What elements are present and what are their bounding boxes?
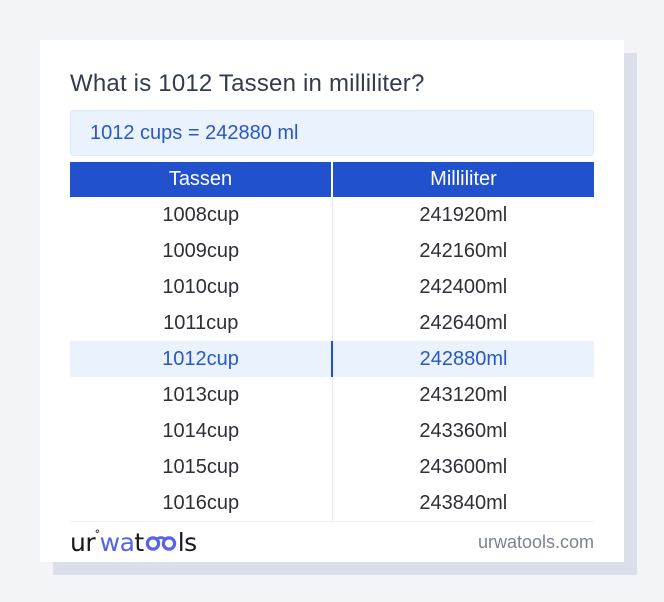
logo-text-wa: wa bbox=[99, 528, 135, 557]
answer-box: 1012 cups = 242880 ml bbox=[70, 110, 594, 156]
milliliter-cell: 242160ml bbox=[419, 239, 508, 262]
table-row: 1015cup 243600ml bbox=[70, 449, 594, 485]
logo-text-t: t bbox=[134, 528, 144, 557]
table-header-row: Tassen Milliliter bbox=[70, 162, 594, 197]
logo-text-ur: ur bbox=[70, 528, 96, 557]
tassen-cell: 1011cup bbox=[70, 305, 333, 341]
table-row: 1016cup 243840ml bbox=[70, 485, 594, 521]
milliliter-cell: 243120ml bbox=[419, 383, 508, 406]
degree-ring-icon: ˚ bbox=[94, 530, 101, 545]
milliliter-cell: 242640ml bbox=[419, 311, 508, 334]
logo-text-ls: ls bbox=[177, 528, 197, 557]
table-row: 1013cup 243120ml bbox=[70, 377, 594, 413]
tassen-cell: 1016cup bbox=[70, 485, 333, 521]
milliliter-cell: 243840ml bbox=[419, 491, 508, 514]
tassen-cell: 1010cup bbox=[70, 269, 333, 305]
milliliter-cell: 241920ml bbox=[419, 203, 508, 226]
conversion-card: What is 1012 Tassen in milliliter? 1012 … bbox=[40, 40, 624, 562]
table-row: 1012cup 242880ml bbox=[70, 341, 594, 377]
page-title: What is 1012 Tassen in milliliter? bbox=[70, 70, 425, 97]
table-row: 1011cup 242640ml bbox=[70, 305, 594, 341]
glasses-oo-icon bbox=[145, 536, 176, 551]
answer-text: 1012 cups = 242880 ml bbox=[90, 121, 299, 144]
column-header-tassen: Tassen bbox=[70, 162, 333, 197]
table-body: 1008cup 241920ml 1009cup 242160ml 1010cup 242… bbox=[70, 197, 594, 522]
tassen-cell: 1013cup bbox=[70, 377, 333, 413]
milliliter-cell: 242880ml bbox=[419, 347, 508, 370]
table-row: 1008cup 241920ml bbox=[70, 197, 594, 233]
tassen-cell: 1009cup bbox=[70, 233, 333, 269]
tassen-cell: 1015cup bbox=[70, 449, 333, 485]
milliliter-cell: 242400ml bbox=[419, 275, 508, 298]
milliliter-cell: 243600ml bbox=[419, 455, 508, 478]
column-header-milliliter: Milliliter bbox=[430, 168, 497, 190]
tassen-cell: 1008cup bbox=[70, 197, 333, 233]
tassen-cell: 1012cup bbox=[70, 341, 333, 377]
table-row: 1010cup 242400ml bbox=[70, 269, 594, 305]
tassen-cell: 1014cup bbox=[70, 413, 333, 449]
conversion-table: Tassen Milliliter 1008cup 241920ml 1009cup… bbox=[70, 162, 594, 522]
site-domain-text: urwatools.com bbox=[477, 532, 594, 552]
urwatools-logo[interactable]: ur ˚ wa t ls bbox=[70, 530, 197, 555]
milliliter-cell: 243360ml bbox=[419, 419, 508, 442]
table-row: 1014cup 243360ml bbox=[70, 413, 594, 449]
card-footer: ur ˚ wa t ls urwatools.com bbox=[70, 522, 594, 563]
table-row: 1009cup 242160ml bbox=[70, 233, 594, 269]
